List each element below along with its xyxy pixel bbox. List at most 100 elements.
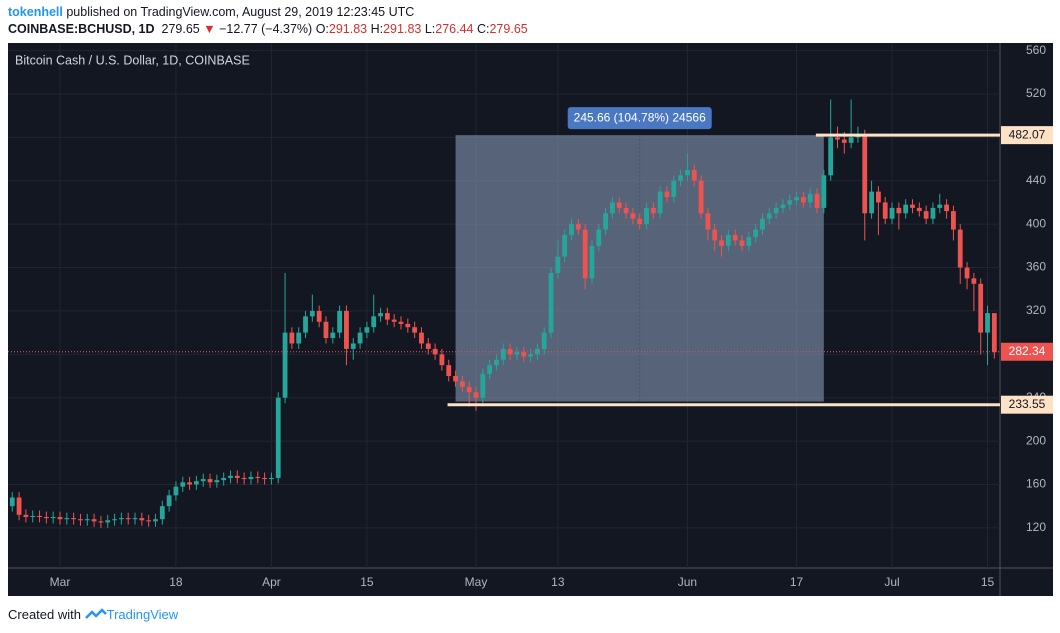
candle-body bbox=[234, 475, 240, 478]
y-tick-label: 440 bbox=[1026, 173, 1046, 187]
x-tick-label: 17 bbox=[790, 575, 804, 589]
candle-body bbox=[248, 476, 254, 480]
logo bbox=[84, 608, 107, 619]
candle-body bbox=[228, 475, 233, 478]
candle-body bbox=[637, 218, 643, 225]
x-tick-label: 18 bbox=[169, 575, 183, 589]
candle-body bbox=[405, 323, 411, 328]
candle-body bbox=[309, 310, 315, 317]
candle-body bbox=[173, 486, 179, 496]
candle-body bbox=[610, 202, 615, 214]
candle-body bbox=[412, 327, 418, 333]
y-tick-label: 200 bbox=[1026, 433, 1046, 447]
candle-body bbox=[951, 211, 956, 230]
candle-body bbox=[9, 497, 15, 507]
published: published on TradingView.com, August 29,… bbox=[66, 5, 415, 19]
candle-body bbox=[944, 204, 949, 212]
candle-body bbox=[78, 519, 83, 521]
candle-body bbox=[296, 332, 302, 344]
candle-body bbox=[910, 204, 915, 208]
candle-body bbox=[105, 520, 111, 523]
author: tokenhell bbox=[8, 5, 63, 19]
candle-body bbox=[685, 169, 690, 176]
x-tick-label: 13 bbox=[551, 575, 565, 589]
chart-title: Bitcoin Cash / U.S. Dollar, 1D, COINBASE bbox=[15, 53, 250, 67]
candle-body bbox=[16, 497, 22, 515]
candle-body bbox=[255, 476, 261, 478]
candle-body bbox=[971, 278, 977, 284]
measure-label-box bbox=[567, 107, 712, 130]
candle-body bbox=[419, 332, 424, 344]
candle-body bbox=[548, 272, 554, 333]
candle-body bbox=[848, 137, 854, 143]
candle-body bbox=[766, 213, 772, 219]
candle-body bbox=[37, 515, 42, 518]
candle-body bbox=[760, 218, 765, 230]
candle-body bbox=[732, 234, 738, 241]
candle-body bbox=[118, 518, 124, 520]
candle-body bbox=[582, 229, 588, 279]
candle-body bbox=[650, 207, 656, 214]
candle-body bbox=[487, 365, 493, 374]
candle-body bbox=[84, 519, 90, 521]
candle-body bbox=[841, 139, 847, 143]
candle-body bbox=[71, 518, 77, 520]
candle-body bbox=[275, 397, 281, 478]
candle-body bbox=[678, 175, 684, 181]
chart: 120160200240280320360400440480520560Mar1… bbox=[8, 43, 1053, 596]
candle-body bbox=[378, 313, 383, 317]
ohlc-value: 291.83 bbox=[383, 22, 422, 36]
candle-body bbox=[664, 191, 670, 198]
x-tick-label: Mar bbox=[50, 575, 71, 589]
candle-body bbox=[575, 224, 581, 230]
candle-body bbox=[896, 207, 902, 214]
candle-body bbox=[112, 519, 117, 521]
y-tick-label: 160 bbox=[1026, 477, 1046, 491]
footer-brand: TradingView bbox=[106, 607, 179, 622]
x-tick-label: May bbox=[465, 575, 488, 589]
candle-body bbox=[821, 175, 827, 208]
price-label-box bbox=[1001, 126, 1053, 145]
candle-body bbox=[780, 204, 786, 208]
candle-body bbox=[262, 477, 267, 480]
price-label: 482.07 bbox=[1009, 127, 1046, 141]
candle-body bbox=[535, 348, 540, 355]
y-tick-label: 120 bbox=[1026, 520, 1046, 534]
down-arrow: ▼ bbox=[203, 22, 216, 36]
ohlc-value: 291.83 bbox=[328, 22, 368, 36]
footer: Created with TradingView bbox=[8, 607, 178, 622]
candle-body bbox=[985, 313, 990, 333]
candle-body bbox=[159, 506, 165, 520]
publish-line: tokenhell published on TradingView.com, … bbox=[8, 5, 414, 19]
candle-body bbox=[773, 207, 779, 214]
candle-body bbox=[814, 193, 820, 208]
candle-body bbox=[957, 229, 963, 268]
candle-body bbox=[98, 521, 104, 523]
candle-body bbox=[200, 479, 206, 482]
candle-body bbox=[330, 332, 336, 339]
y-tick-label: 560 bbox=[1026, 43, 1046, 57]
candle-body bbox=[514, 352, 520, 355]
candle-body bbox=[923, 211, 929, 219]
y-tick-label: 320 bbox=[1026, 303, 1046, 317]
last-price-label: 282.34 bbox=[1009, 344, 1046, 358]
candle-body bbox=[889, 207, 895, 219]
candle-body bbox=[800, 197, 806, 203]
candle-body bbox=[480, 373, 486, 398]
candle-body bbox=[466, 386, 472, 393]
candle-body bbox=[494, 359, 499, 366]
candle-body bbox=[187, 482, 192, 485]
candle-body bbox=[903, 204, 909, 214]
candle-body bbox=[596, 229, 602, 246]
y-tick-label: 400 bbox=[1026, 216, 1046, 230]
candle-body bbox=[787, 200, 793, 205]
candle-body bbox=[500, 348, 506, 360]
candle-body bbox=[241, 477, 247, 480]
candle-body bbox=[316, 310, 322, 322]
candle-body bbox=[432, 348, 438, 355]
change: −12.77 (−4.37%) bbox=[219, 22, 313, 36]
candle-body bbox=[337, 310, 343, 333]
x-tick-label: 15 bbox=[981, 575, 995, 589]
candle-body bbox=[644, 207, 649, 225]
